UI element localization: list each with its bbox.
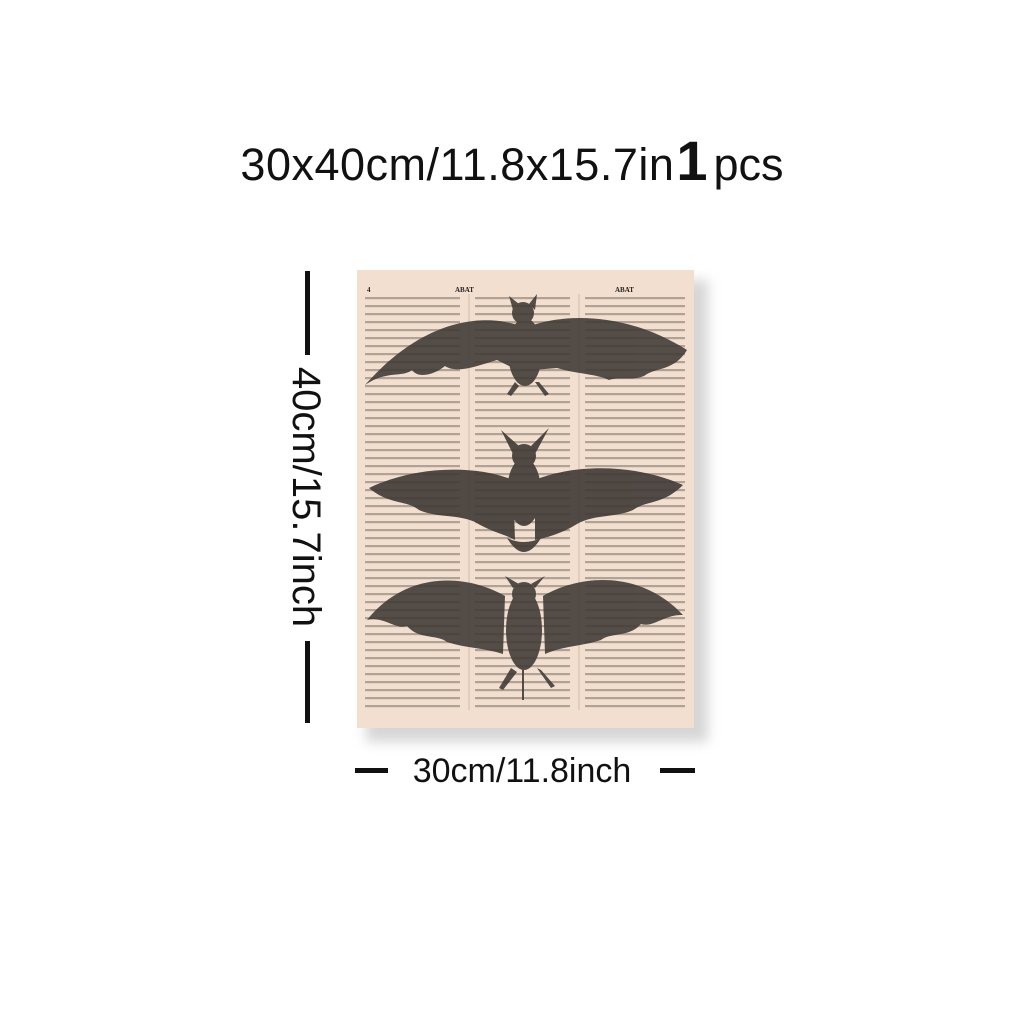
width-rule-right <box>660 768 695 773</box>
quantity-number: 1 <box>676 129 708 192</box>
height-label: 40cm/15.7inch <box>284 366 328 628</box>
page-number: 4 <box>367 286 371 294</box>
vintage-bat-illustration-on-dictionary-page-icon <box>357 270 694 728</box>
size-text: 30x40cm/11.8x15.7in <box>240 139 675 190</box>
canvas-print: 4 ABAT ABAT <box>357 270 694 728</box>
page-head-right: ABAT <box>615 286 634 294</box>
width-rule-left <box>355 768 388 773</box>
width-label: 30cm/11.8inch <box>412 752 632 790</box>
height-rule-top <box>305 271 310 355</box>
bat-top <box>365 294 687 396</box>
page-head-left: ABAT <box>455 286 474 294</box>
bat-middle <box>369 428 683 552</box>
product-size-title: 30x40cm/11.8x15.7in 1 pcs <box>0 128 1024 208</box>
bat-bottom <box>367 576 683 700</box>
quantity-unit: pcs <box>713 139 784 190</box>
height-rule-bottom <box>305 641 310 723</box>
